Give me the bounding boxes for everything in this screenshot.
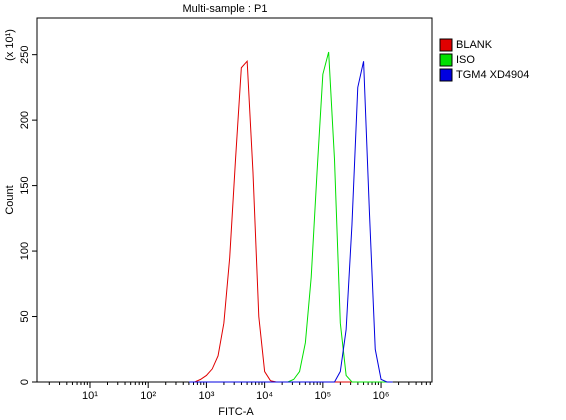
x-tick-label: 10⁴ xyxy=(256,390,273,402)
legend-label: TGM4 XD4904 xyxy=(456,69,529,81)
legend-label: BLANK xyxy=(456,39,493,51)
legend-swatch xyxy=(439,53,453,67)
x-axis-label: FITC-A xyxy=(218,406,254,418)
y-tick-label: 200 xyxy=(19,111,31,129)
chart-title: Multi-sample : P1 xyxy=(183,3,268,15)
y-multiplier: (x 10¹) xyxy=(4,29,16,61)
legend-swatch xyxy=(439,68,453,82)
y-tick-label: 50 xyxy=(19,310,31,322)
y-tick-label: 0 xyxy=(19,379,31,385)
series-line xyxy=(188,61,393,383)
legend-swatch xyxy=(439,38,453,52)
plot-frame xyxy=(36,17,433,383)
x-tick-label: 10³ xyxy=(198,390,214,402)
x-tick-label: 10⁵ xyxy=(314,390,331,402)
x-tick-label: 10¹ xyxy=(82,390,98,402)
legend-label: ISO xyxy=(456,54,475,66)
series-line xyxy=(188,51,393,383)
y-axis-label: Count xyxy=(4,185,16,214)
x-tick-label: 10⁶ xyxy=(373,390,390,402)
y-tick-label: 150 xyxy=(19,176,31,194)
y-tick-label: 100 xyxy=(19,242,31,260)
x-tick-label: 10² xyxy=(140,390,156,402)
y-tick-label: 250 xyxy=(19,45,31,63)
series-line xyxy=(188,59,393,383)
